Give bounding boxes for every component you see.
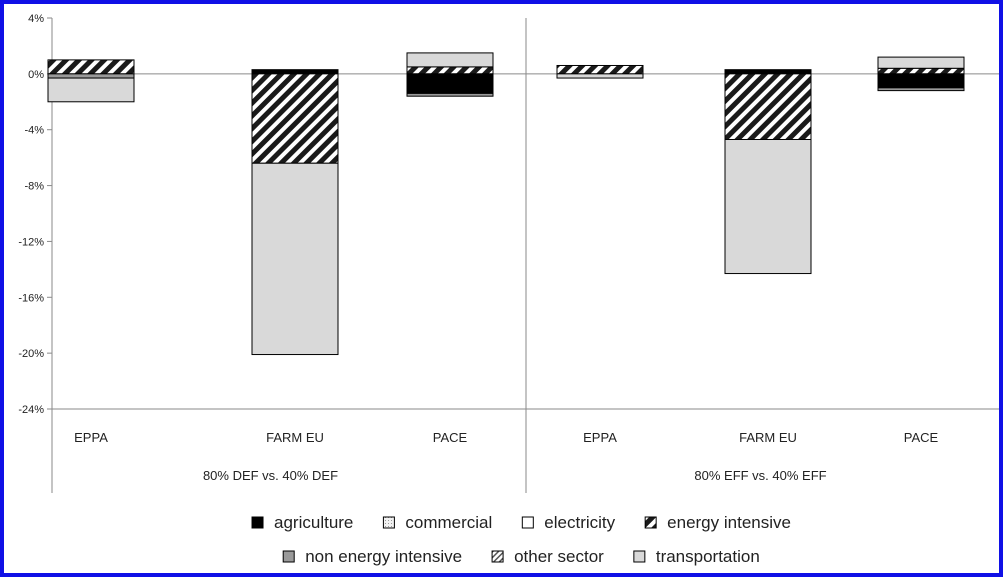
legend-swatch: [633, 550, 646, 563]
legend-label: transportation: [656, 547, 760, 566]
legend-swatch: [521, 516, 534, 529]
legend-swatch: [282, 550, 295, 563]
category-label: EPPA: [583, 430, 617, 445]
legend-swatch: [644, 516, 657, 529]
legend-item-agriculture: agriculture: [251, 513, 353, 532]
category-label: FARM EU: [739, 430, 797, 445]
bar-pace-non-energy-intensive: [877, 87, 965, 92]
y-tick-label: -20%: [18, 348, 44, 360]
bar-pace-transportation: [406, 52, 494, 68]
bar-pace-transportation: [877, 56, 965, 69]
bar-farm-eu-transportation: [251, 162, 339, 356]
legend-item-transportation: transportation: [633, 547, 760, 566]
legend-item-electricity: electricity: [521, 513, 616, 532]
legend-label: energy intensive: [667, 513, 791, 532]
legend-swatch: [251, 516, 264, 529]
bar-eppa-energy-intensive: [556, 64, 644, 75]
group-label: 80% EFF vs. 40% EFF: [694, 468, 826, 483]
legend-swatch: [491, 550, 504, 563]
category-label: FARM EU: [266, 430, 324, 445]
bar-eppa-energy-intensive: [47, 59, 135, 75]
y-tick-label: -24%: [18, 404, 44, 416]
bar-farm-eu-energy-intensive: [251, 73, 339, 164]
y-tick-label: -12%: [18, 236, 44, 248]
y-tick-label: -8%: [24, 181, 44, 193]
bar-eppa-transportation: [47, 77, 135, 103]
y-tick-label: 0%: [28, 69, 44, 81]
stacked-bar-chart: 4% 0% -4% -8% -12% -16% -20% -24% EPPA FARM EU PAC…: [18, 13, 999, 566]
legend-swatch: [382, 516, 395, 529]
bar-pace-non-energy-intensive: [406, 92, 494, 97]
category-label: EPPA: [74, 430, 108, 445]
bar-farm-eu-agriculture: [724, 69, 812, 75]
legend-item-other-sector: other sector: [491, 547, 604, 566]
legend-item-non-energy-intensive: non energy intensive: [282, 547, 462, 566]
legend-label: non energy intensive: [305, 547, 462, 566]
category-label: PACE: [433, 430, 468, 445]
bar-pace-energy-intensive: [877, 67, 965, 75]
legend-label: electricity: [544, 513, 615, 532]
legend-item-commercial: commercial: [382, 513, 492, 532]
y-tick-label: 4%: [28, 13, 44, 25]
bar-pace-agriculture: [406, 73, 494, 94]
bar-farm-eu-transportation: [724, 138, 812, 275]
bar-eppa-non-energy-intensive: [47, 73, 135, 79]
legend-label: agriculture: [274, 513, 353, 532]
bar-pace-energy-intensive: [406, 66, 494, 75]
bar-farm-eu-agriculture: [251, 69, 339, 75]
legend-item-energy-intensive: energy intensive: [644, 513, 791, 532]
group-label: 80% DEF vs. 40% DEF: [203, 468, 338, 483]
y-tick-label: -16%: [18, 292, 44, 304]
category-label: PACE: [904, 430, 939, 445]
bar-pace-agriculture: [877, 73, 965, 89]
legend-label: commercial: [405, 513, 492, 532]
bar-farm-eu-energy-intensive: [724, 73, 812, 140]
y-tick-label: -4%: [24, 125, 44, 137]
legend-label: other sector: [514, 547, 604, 566]
bar-eppa-transportation: [556, 73, 644, 79]
